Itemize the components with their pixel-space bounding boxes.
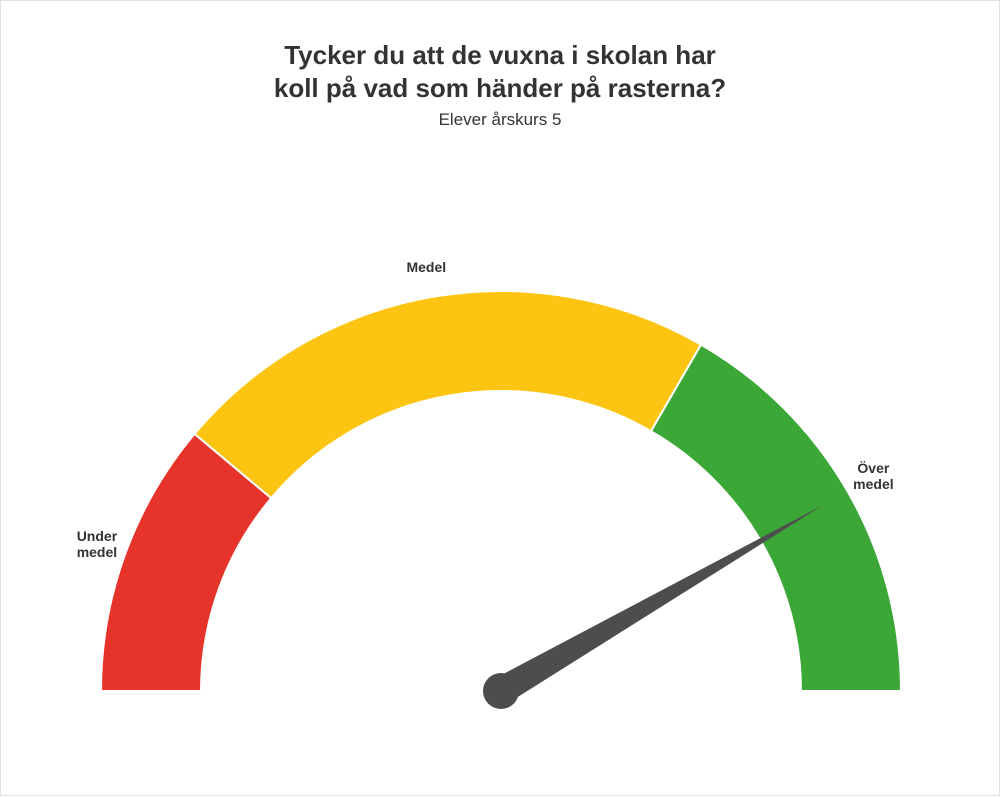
gauge-segment-label-0: Under medel (57, 528, 137, 560)
gauge-segment-2 (651, 345, 901, 691)
gauge-segment-label-1: Medel (386, 259, 466, 275)
needle-hub (483, 673, 519, 709)
needle-pointer (494, 505, 823, 703)
gauge-chart (1, 1, 1000, 797)
gauge-segment-label-2: Över medel (833, 460, 913, 492)
chart-frame: Tycker du att de vuxna i skolan har koll… (0, 0, 1000, 796)
gauge-segments (101, 291, 901, 691)
gauge-needle (483, 505, 823, 709)
gauge-segment-1 (195, 291, 701, 498)
